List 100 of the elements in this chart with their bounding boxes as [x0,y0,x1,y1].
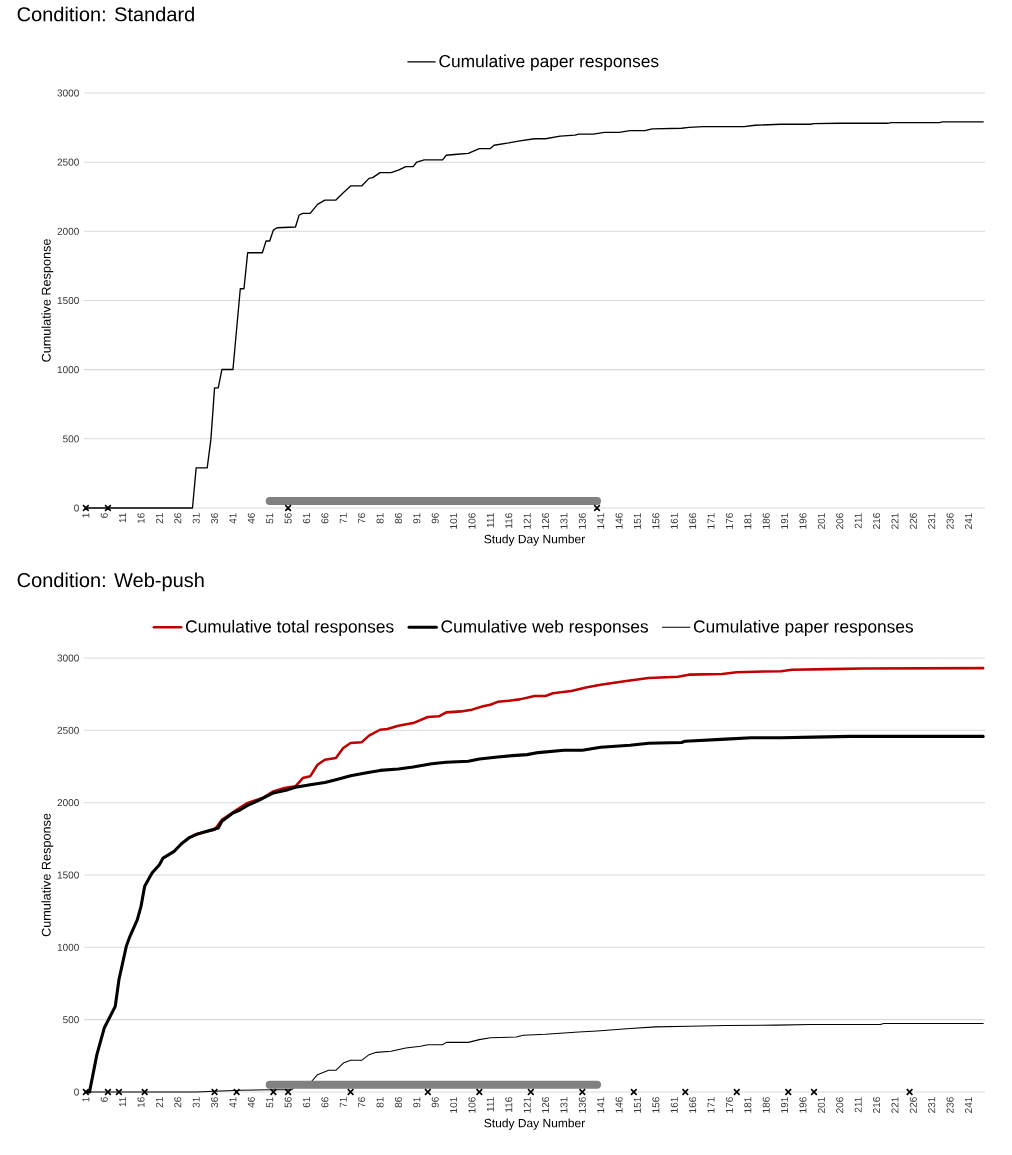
x-tick-label: 31 [192,1097,200,1108]
x-tick-label: 66 [321,513,329,524]
y-tick-label: 500 [63,435,79,443]
x-tick-label: 196 [799,1097,807,1113]
x-tick-label: 221 [891,513,899,529]
y-tick-label: 1500 [57,296,79,305]
x-tick-label: 31 [192,513,200,524]
x-tick-label: 161 [670,1097,678,1113]
x-tick-label: 16 [137,513,145,524]
x-tick-label: 11 [119,1097,127,1107]
x-tick-label: 76 [358,1097,366,1108]
x-tick-label: 71 [339,1097,347,1108]
x-tick-label: 51 [266,1097,274,1108]
x-tick-label: 86 [394,513,402,524]
x-tick-label: 226 [909,513,917,529]
x-tick-label: 91 [413,1097,421,1108]
x-tick-label: 216 [872,513,881,529]
x-axis-title: Study Day Number [484,534,585,546]
x-tick-label: 151 [633,1097,641,1113]
y-tick-label: 2000 [57,227,79,235]
x-tick-label: 186 [762,513,770,529]
chart-title: Condition: Web-push [17,572,204,592]
x-axis-title: Study Day Number [484,1118,585,1130]
x-tick-label: 61 [302,1097,311,1108]
legend-label: Cumulative web responses [441,619,649,637]
y-tick-label: 1000 [57,366,79,374]
x-tick-label: 46 [247,1097,255,1108]
x-tick-label: 151 [633,513,641,529]
x-tick-label: 111 [486,513,494,528]
x-tick-label: 216 [872,1097,881,1113]
x-tick-label: 81 [376,513,384,524]
y-tick-label: 3000 [57,654,79,662]
x-tick-label: 106 [468,1097,476,1113]
x-tick-label: 136 [578,513,586,529]
x-tick-label: 191 [781,513,789,529]
x-tick-label: 206 [836,513,844,529]
y-axis-title: Cumulative Response [41,239,54,362]
y-tick-label: 2500 [57,726,79,734]
x-tick-label: 121 [523,1097,531,1113]
x-tick-label: 131 [560,513,568,529]
x-tick-label: 161 [670,513,678,529]
line-series [85,121,984,509]
x-tick-label: 236 [946,513,954,529]
legend-label: Cumulative paper responses [439,54,659,71]
y-tick-label: 2000 [57,799,79,807]
x-tick-label: 26 [174,1097,182,1108]
x-tick-label: 221 [891,1097,899,1113]
x-tick-label: 46 [247,513,255,524]
x-tick-label: 111 [486,1097,494,1112]
x-tick-label: 141 [597,513,605,529]
y-axis-title: Cumulative Response [41,813,54,937]
x-tick-label: 56 [284,513,292,524]
y-tick-label: 2500 [57,158,79,166]
x-tick-label: 211 [854,513,862,529]
x-tick-label: 6 [100,513,108,518]
y-tick-label: 3000 [57,89,79,97]
x-tick-label: 86 [394,1097,402,1108]
x-tick-label: 201 [817,513,825,529]
x-tick-label: 241 [964,1097,972,1113]
x-tick-label: 16 [137,1097,145,1108]
y-tick-label: 0 [74,1088,79,1096]
x-tick-label: 196 [799,513,807,529]
x-tick-label: 66 [321,1097,329,1108]
x-tick-label: 156 [652,1097,660,1113]
x-tick-label: 131 [560,1097,568,1113]
x-tick-label: 26 [174,513,182,524]
x-tick-label: 61 [302,513,311,524]
x-tick-label: 56 [284,1097,292,1108]
x-tick-label: 76 [358,513,366,524]
chart-title: Condition: Standard [17,6,194,22]
x-tick-label: 106 [468,513,476,529]
y-tick-label: 1000 [57,943,79,951]
x-tick-label: 241 [964,513,972,529]
x-tick-label: 171 [707,1097,715,1113]
x-tick-label: 91 [413,513,421,524]
x-tick-label: 101 [450,513,458,529]
x-tick-label: 6 [100,1097,108,1102]
x-tick-label: 171 [707,513,715,529]
x-tick-label: 176 [725,513,733,529]
x-tick-label: 1 [82,513,90,518]
x-tick-label: 121 [523,513,531,529]
x-tick-label: 71 [339,513,347,524]
x-tick-label: 176 [725,1097,733,1113]
x-tick-label: 36 [211,513,219,524]
x-tick-label: 156 [652,513,660,529]
x-tick-label: 136 [578,1097,586,1113]
y-tick-label: 0 [74,504,79,512]
x-tick-label: 41 [229,513,237,524]
x-tick-label: 201 [817,1097,825,1113]
x-tick-label: 96 [431,513,439,524]
x-tick-label: 101 [450,1097,458,1113]
x-tick-label: 36 [211,1097,219,1108]
x-tick-label: 21 [155,513,163,524]
x-tick-label: 11 [119,513,127,523]
x-tick-label: 41 [229,1097,237,1108]
x-tick-label: 226 [909,1097,917,1113]
x-tick-label: 21 [155,1097,163,1108]
x-tick-label: 126 [541,513,550,529]
x-tick-label: 81 [376,1097,384,1108]
legend-label: Cumulative paper responses [693,619,914,637]
